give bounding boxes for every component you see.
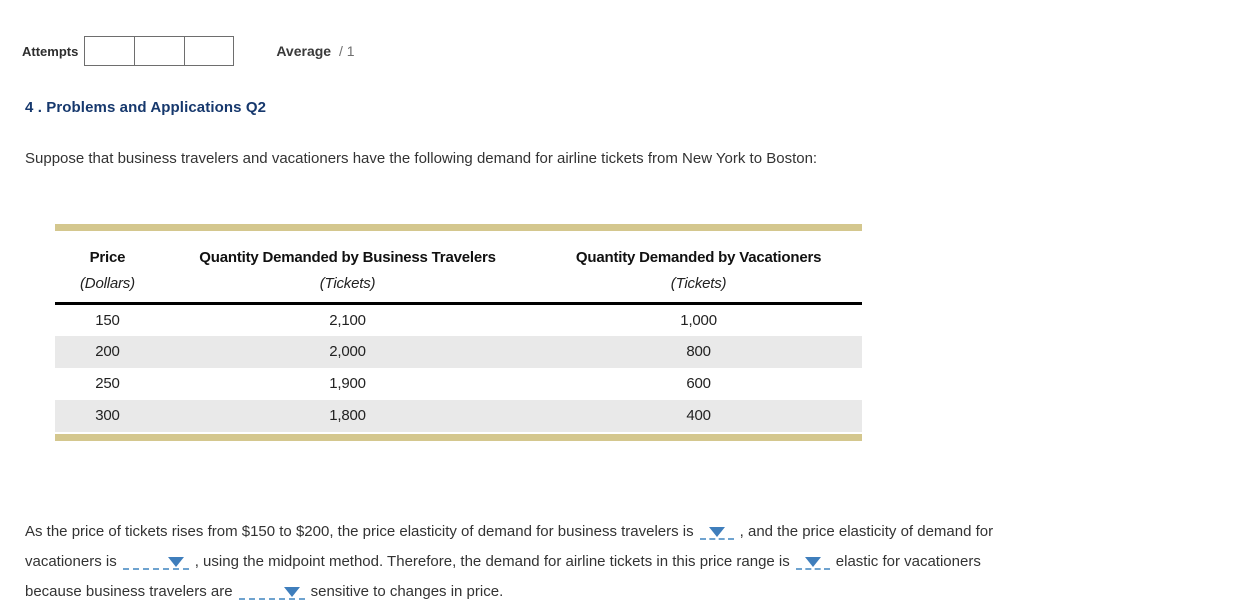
attempt-box-2 [135, 37, 185, 65]
demand-table: Price (Dollars) Quantity Demanded by Bus… [55, 233, 862, 432]
cell-vacationer-qty: 800 [686, 343, 711, 360]
cell-vacationer-qty: 1,000 [680, 311, 717, 329]
dropdown-business-elasticity[interactable] [699, 522, 734, 540]
average-score: / 1 [338, 43, 355, 59]
cell-business-qty: 1,900 [329, 375, 366, 392]
dropdown-vacationer-elasticity[interactable] [122, 552, 189, 570]
col-header-vacationers: Quantity Demanded by Vacationers (Ticket… [535, 233, 862, 305]
sentence-text: , and the price elasticity of demand for [739, 522, 994, 540]
table-row: 200 2,000 800 [55, 335, 862, 368]
sentence-text: sensitive to changes in price. [310, 582, 504, 600]
cell-business-qty: 1,800 [329, 407, 366, 424]
table-row: 150 2,100 1,000 [55, 304, 862, 336]
col-header-business: Quantity Demanded by Business Travelers … [159, 233, 536, 305]
attempts-row: Attempts Average / 1 [22, 36, 1236, 66]
demand-table-container: Price (Dollars) Quantity Demanded by Bus… [55, 224, 862, 441]
table-bottom-rule [55, 433, 862, 441]
cell-price: 300 [95, 407, 120, 424]
attempt-box-3 [185, 37, 234, 65]
cell-business-qty: 2,000 [329, 343, 366, 360]
cell-price: 200 [95, 343, 120, 360]
table-row: 300 1,800 400 [55, 399, 862, 432]
cell-price: 250 [95, 375, 120, 392]
attempt-box-1 [85, 37, 136, 65]
sentence-text: As the price of tickets rises from $150 … [25, 522, 694, 540]
cell-business-qty: 2,100 [329, 311, 366, 329]
attempts-score-boxes [84, 36, 235, 66]
col-header-price: Price (Dollars) [55, 233, 160, 305]
attempts-label: Attempts [22, 43, 79, 59]
fill-in-line-1: As the price of tickets rises from $150 … [25, 517, 1236, 547]
cell-price: 150 [95, 311, 120, 329]
fill-in-line-2: vacationers is , using the midpoint metho… [25, 547, 1236, 577]
chevron-down-icon [804, 556, 821, 567]
sentence-text: vacationers is [25, 552, 117, 570]
sentence-text: , using the midpoint method. Therefore, … [194, 552, 790, 570]
demand-table-header: Price (Dollars) Quantity Demanded by Bus… [55, 233, 862, 305]
sentence-text: elastic for vacationers [835, 552, 981, 570]
table-row: 250 1,900 600 [55, 368, 862, 400]
fill-in-line-3: because business travelers are sensitive … [25, 577, 1236, 607]
chevron-down-icon [708, 526, 725, 537]
table-top-rule [55, 224, 862, 231]
fill-in-question: As the price of tickets rises from $150 … [25, 517, 1236, 607]
chevron-down-icon [167, 556, 184, 567]
question-title: 4 . Problems and Applications Q2 [25, 99, 267, 116]
cell-vacationer-qty: 400 [686, 407, 711, 424]
sentence-text: because business travelers are [25, 582, 233, 600]
average-label: Average [276, 43, 332, 59]
dropdown-sensitivity[interactable] [238, 582, 305, 600]
cell-vacationer-qty: 600 [686, 375, 711, 392]
dropdown-more-less[interactable] [795, 552, 830, 570]
question-intro: Suppose that business travelers and vaca… [25, 150, 818, 167]
chevron-down-icon [283, 586, 300, 597]
average-display: Average / 1 [276, 43, 354, 59]
